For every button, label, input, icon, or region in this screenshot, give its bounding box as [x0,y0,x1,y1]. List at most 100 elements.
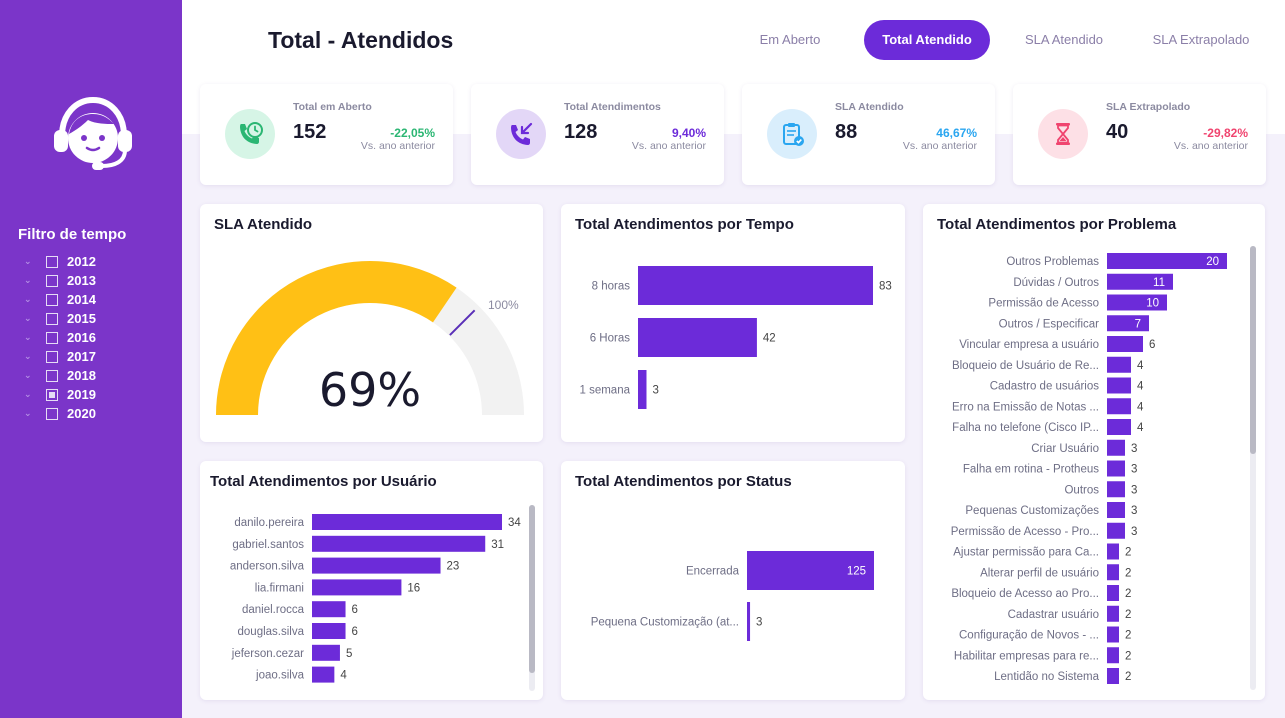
bar[interactable] [1107,356,1131,373]
chevron-down-icon[interactable]: ⌄ [24,294,32,304]
bar-category-label: Outros [1064,484,1099,496]
bar[interactable] [1107,377,1131,394]
year-item-2016[interactable]: ⌄ 2016 [24,328,96,347]
bar[interactable] [638,370,647,409]
bar-value-label: 16 [407,582,420,594]
bar-value-label: 3 [1131,464,1137,476]
tab-sla-atendido[interactable]: SLA Atendido [1024,32,1104,47]
bar[interactable] [1107,398,1131,415]
bar[interactable] [1107,564,1119,581]
year-checkbox[interactable] [46,274,58,287]
year-checkbox[interactable] [46,407,58,420]
year-item-2012[interactable]: ⌄ 2012 [24,252,96,271]
year-item-2014[interactable]: ⌄ 2014 [24,290,96,309]
year-item-2015[interactable]: ⌄ 2015 [24,309,96,328]
kpi-change: 9,40% [671,126,706,140]
bar[interactable] [312,535,486,552]
bar[interactable] [312,644,340,661]
bar-category-label: Alterar perfil de usuário [980,567,1099,579]
year-checkbox[interactable] [46,293,58,306]
bar[interactable] [1107,294,1167,311]
tab-total-atendido[interactable]: Total Atendido [864,20,990,60]
problema-bar-chart: Outros Problemas 20 Dúvidas / Outros 11 Perm… [951,253,1227,684]
bar[interactable] [1107,647,1119,664]
year-item-2013[interactable]: ⌄ 2013 [24,271,96,290]
bar[interactable] [638,266,873,305]
bar[interactable] [1107,585,1119,601]
panel-title: Total Atendimentos por Usuário [210,473,437,490]
kpi-sla-atendido: SLA Atendido 88 46,67% Vs. ano anterior [742,84,995,185]
bar[interactable] [1107,502,1125,518]
bar-value-label: 3 [1131,443,1137,455]
year-label: 2019 [67,387,96,402]
bar[interactable] [1107,481,1125,498]
support-agent-icon [54,96,132,170]
bar-value-label: 2 [1125,588,1131,600]
chevron-down-icon[interactable]: ⌄ [24,332,32,342]
kpi-change: 46,67% [936,126,977,140]
kpi-vs-label: Vs. ano anterior [902,140,977,152]
bar[interactable] [747,551,874,590]
bar[interactable] [1107,439,1125,456]
bar[interactable] [312,623,346,639]
tab-em-aberto[interactable]: Em Aberto [759,32,821,47]
year-checkbox[interactable] [46,350,58,363]
bar-category-label: danilo.pereira [234,517,304,529]
bar-value-label: 3 [1131,505,1137,517]
chevron-down-icon[interactable]: ⌄ [24,313,32,323]
scrollbar-thumb[interactable] [529,505,535,673]
scrollbar-thumb[interactable] [1250,246,1256,454]
usuario-bar-chart: danilo.pereira 34 gabriel.santos 31 anderson… [230,514,521,683]
year-label: 2017 [67,349,96,364]
bar[interactable] [1107,522,1125,539]
bar-value-label: 4 [1137,360,1144,372]
chevron-down-icon[interactable]: ⌄ [24,256,32,266]
bar-category-label: Outros Problemas [1006,256,1099,268]
kpi-change: -22,05% [390,126,435,140]
chevron-down-icon[interactable]: ⌄ [24,351,32,361]
bar[interactable] [312,557,441,574]
usuario-scrollbar[interactable] [529,505,535,691]
bar[interactable] [747,602,751,641]
bar-value-label: 4 [1137,381,1144,393]
chevron-down-icon[interactable]: ⌄ [24,370,32,380]
bar[interactable] [1107,253,1227,269]
year-checkbox[interactable] [46,312,58,325]
bar[interactable] [1107,460,1125,477]
kpi-value: 152 [293,121,327,143]
bar[interactable] [1107,626,1119,643]
year-item-2019[interactable]: ⌄ 2019 [24,385,96,404]
chevron-down-icon[interactable]: ⌄ [24,408,32,418]
chevron-down-icon[interactable]: ⌄ [24,275,32,285]
year-item-2020[interactable]: ⌄ 2020 [24,404,96,423]
bar[interactable] [1107,273,1173,290]
bar[interactable] [312,579,402,596]
bar[interactable] [638,318,757,357]
panel-title: Total Atendimentos por Problema [937,216,1177,233]
year-checkbox[interactable] [46,369,58,382]
year-item-2018[interactable]: ⌄ 2018 [24,366,96,385]
bar[interactable] [312,601,346,618]
year-checkbox[interactable] [46,388,58,401]
phone-clock-icon [225,109,275,159]
bar-category-label: Falha em rotina - Protheus [963,464,1099,476]
bar[interactable] [1107,668,1119,684]
bar-value-label: 3 [1131,526,1137,538]
tab-sla-extrapolado[interactable]: SLA Extrapolado [1152,32,1250,47]
chevron-down-icon[interactable]: ⌄ [24,389,32,399]
year-item-2017[interactable]: ⌄ 2017 [24,347,96,366]
kpi-value: 88 [835,121,858,143]
kpi-label: SLA Extrapolado [1106,101,1191,113]
bar-category-label: Pequena Customização (at... [591,617,739,629]
bar[interactable] [1107,419,1131,435]
year-checkbox[interactable] [46,331,58,344]
year-checkbox[interactable] [46,255,58,268]
bar[interactable] [1107,543,1119,560]
bar[interactable] [312,514,502,530]
problema-scrollbar[interactable] [1250,246,1256,690]
bar[interactable] [1107,315,1149,332]
bar[interactable] [312,666,335,683]
bar[interactable] [1107,605,1119,622]
bar[interactable] [1107,336,1143,352]
bar-value-label: 7 [1135,318,1141,330]
